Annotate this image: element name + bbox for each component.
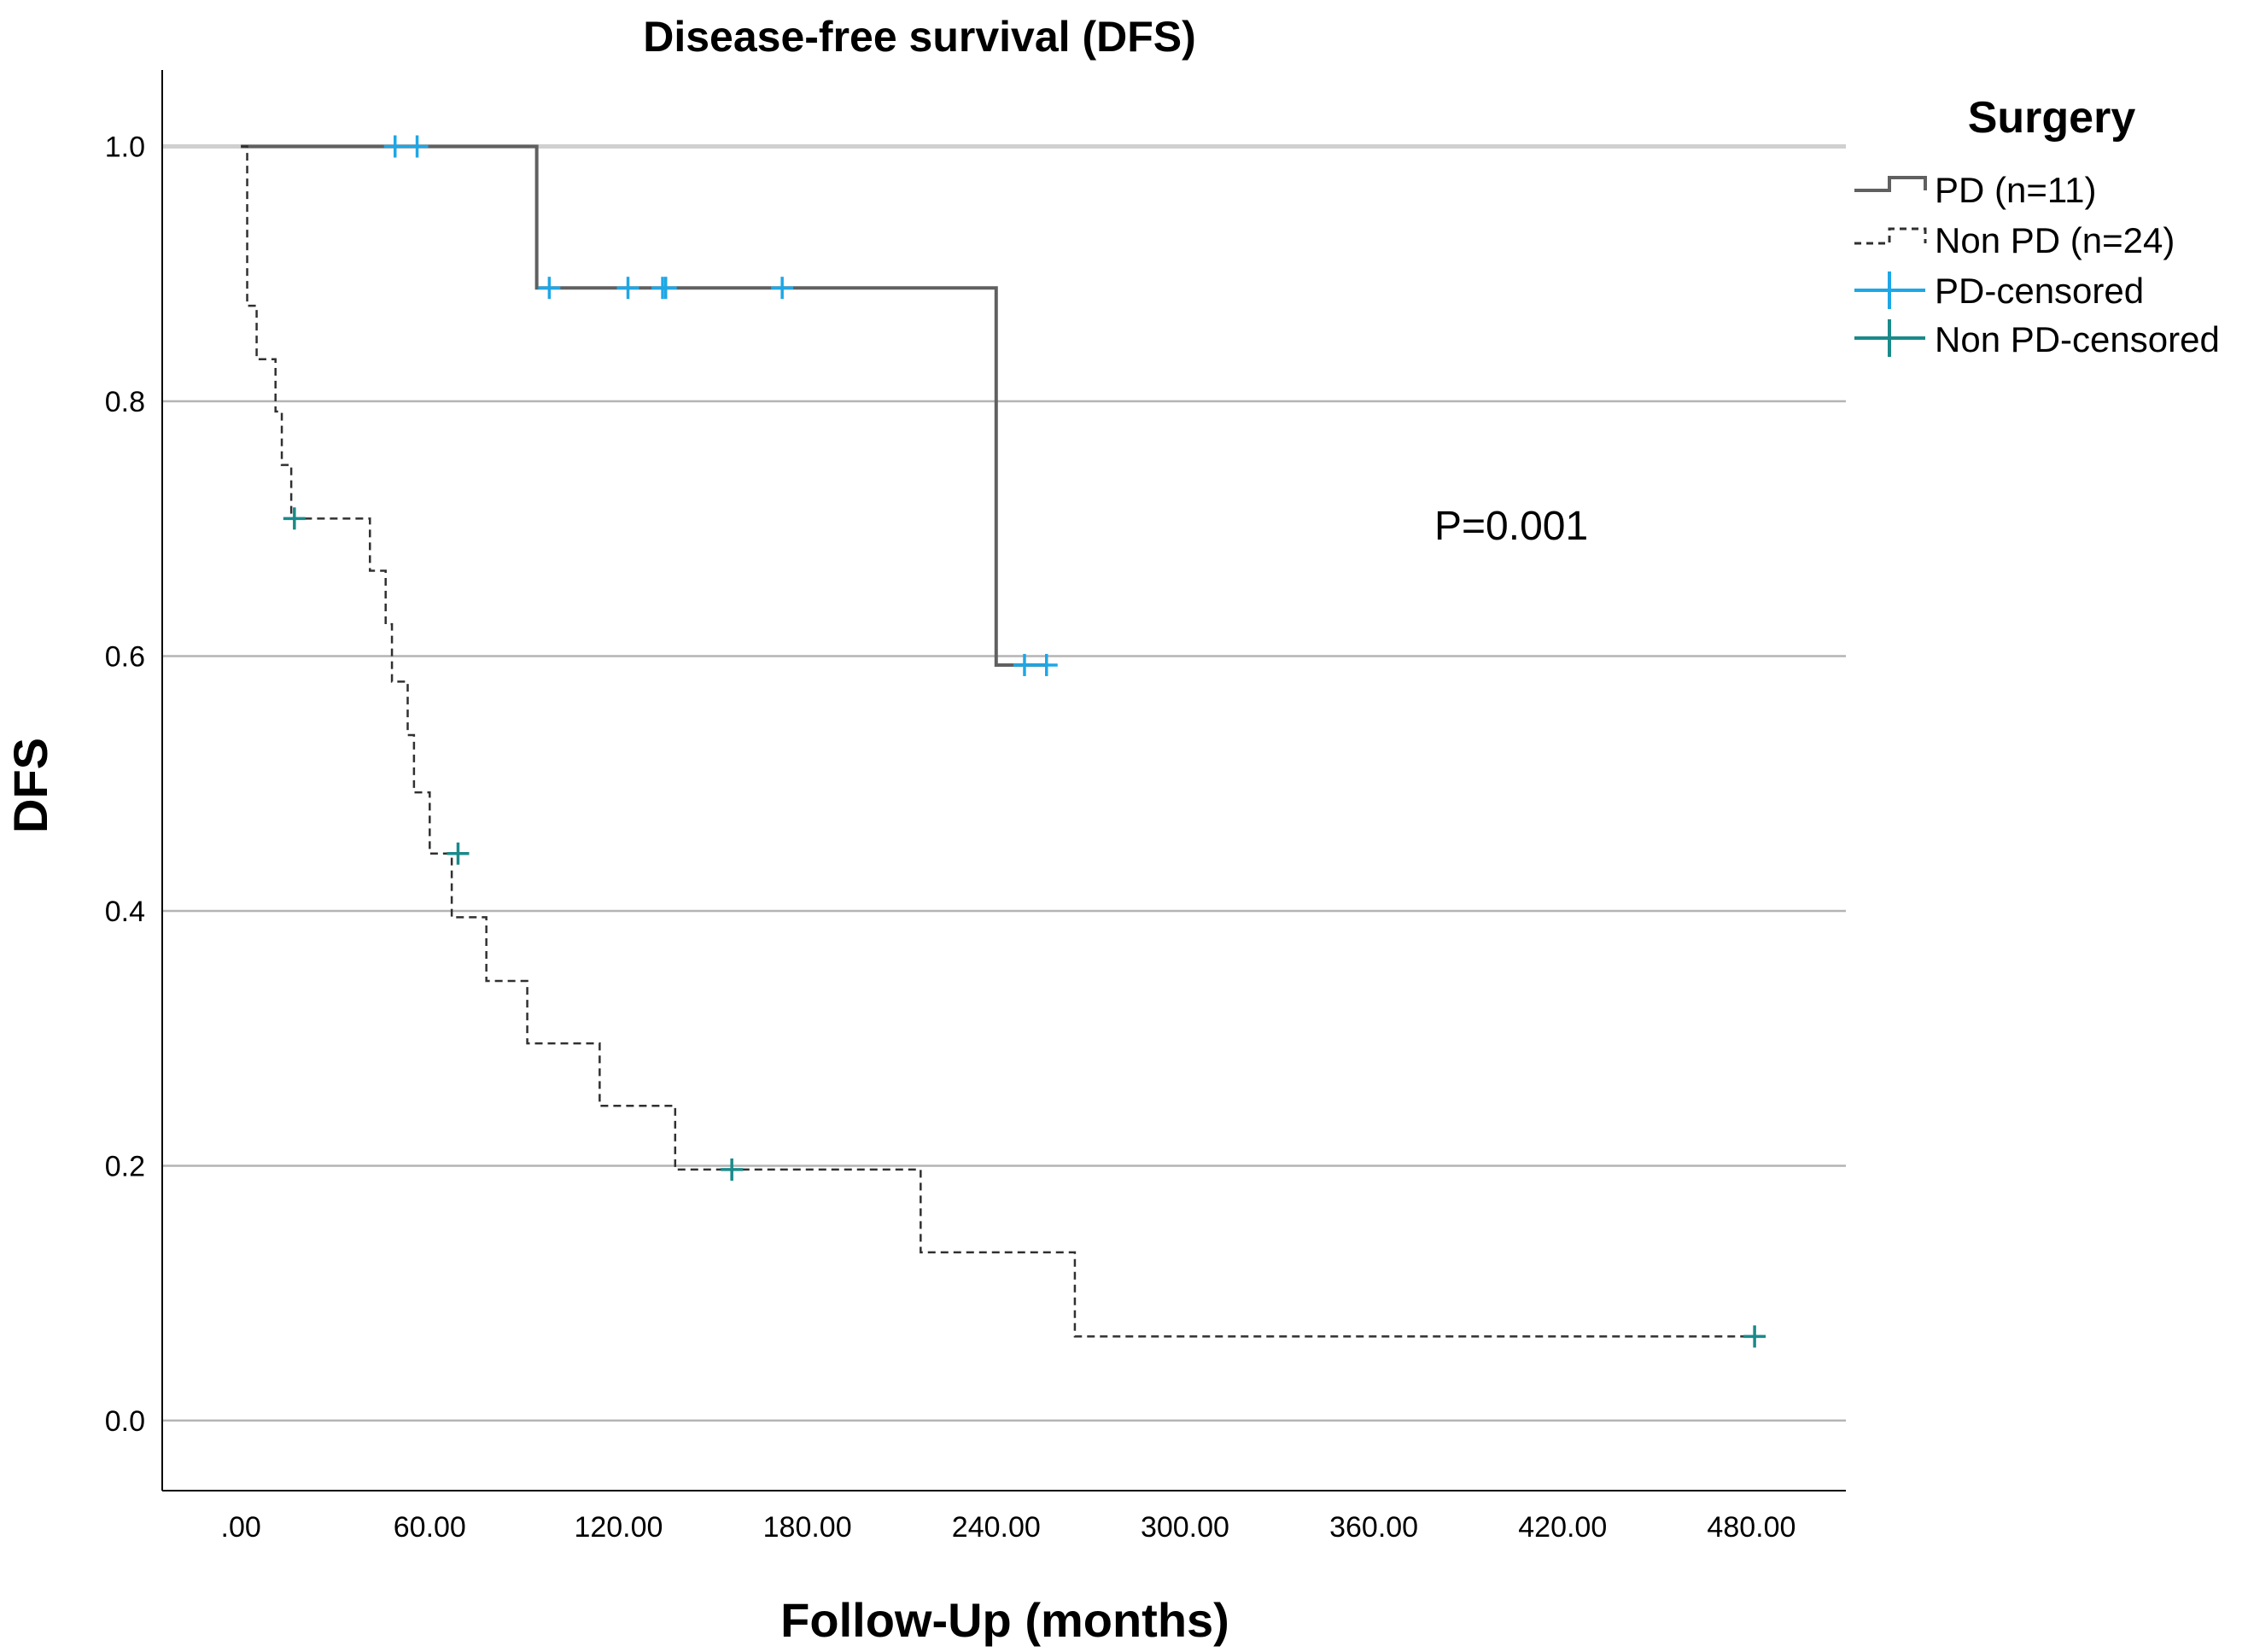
legend-entry-pd-censored: PD-censored <box>1854 271 2144 311</box>
legend-entry-non-pd: Non PD (n=24) <box>1854 220 2175 260</box>
axes <box>161 70 1846 1491</box>
y-tick-label: 1.0 <box>105 131 145 164</box>
censor-mark-pd <box>1013 653 1036 676</box>
x-tick-label: 300.00 <box>1141 1511 1229 1544</box>
legend-label-non-pd-censored: Non PD-censored <box>1935 319 2220 359</box>
chart-title: Disease-free survival (DFS) <box>643 13 1196 61</box>
x-axis-title: Follow-Up (months) <box>780 1593 1229 1647</box>
censor-mark-pd <box>383 135 406 158</box>
legend-entry-non-pd-censored: Non PD-censored <box>1854 319 2220 359</box>
legend: Surgery PD (n=11) Non PD (n=24) PD-censo… <box>1854 93 2220 359</box>
legend-entry-pd: PD (n=11) <box>1854 170 2096 210</box>
y-tick-label: 0.0 <box>105 1405 145 1438</box>
p-value-annotation: P=0.001 <box>1434 504 1588 549</box>
censor-mark-pd <box>654 277 677 300</box>
censor-mark-non-pd <box>1743 1325 1766 1348</box>
censor-mark-non-pd <box>721 1158 744 1181</box>
x-tick-label: 420.00 <box>1518 1511 1607 1544</box>
legend-label-pd: PD (n=11) <box>1935 170 2096 210</box>
y-tick-labels: 0.0 0.2 0.4 0.6 0.8 1.0 <box>105 131 145 1438</box>
y-tick-label: 0.2 <box>105 1150 145 1182</box>
x-tick-label: 240.00 <box>952 1511 1041 1544</box>
legend-swatch-pd <box>1854 176 1927 192</box>
censor-mark-pd <box>538 277 561 300</box>
x-tick-label: 480.00 <box>1707 1511 1795 1544</box>
legend-label-non-pd: Non PD (n=24) <box>1935 220 2175 260</box>
censor-marks <box>283 135 1766 1348</box>
series-layer <box>241 144 1752 1338</box>
legend-title: Surgery <box>1968 93 2136 143</box>
legend-swatch-non-pd <box>1854 227 1927 245</box>
censor-mark-non-pd <box>283 507 306 530</box>
censor-mark-non-pd <box>447 842 470 865</box>
censor-mark-pd <box>771 277 794 300</box>
censor-mark-pd <box>1035 653 1058 676</box>
series-line-pd <box>241 144 1047 667</box>
y-tick-label: 0.6 <box>105 640 145 673</box>
legend-label-pd-censored: PD-censored <box>1935 271 2144 311</box>
x-tick-label: 180.00 <box>763 1511 852 1544</box>
x-tick-label: 120.00 <box>574 1511 663 1544</box>
x-tick-label: .00 <box>221 1511 261 1544</box>
x-tick-label: 360.00 <box>1329 1511 1418 1544</box>
x-tick-labels: .00 60.00 120.00 180.00 240.00 300.00 360.00 42… <box>221 1511 1796 1544</box>
y-tick-label: 0.4 <box>105 896 145 928</box>
censor-mark-pd <box>616 277 639 300</box>
y-tick-label: 0.8 <box>105 386 145 418</box>
y-axis-title: DFS <box>3 738 57 833</box>
x-tick-label: 60.00 <box>394 1511 466 1544</box>
censor-mark-pd <box>406 135 429 158</box>
series-line-non-pd <box>241 145 1752 1338</box>
